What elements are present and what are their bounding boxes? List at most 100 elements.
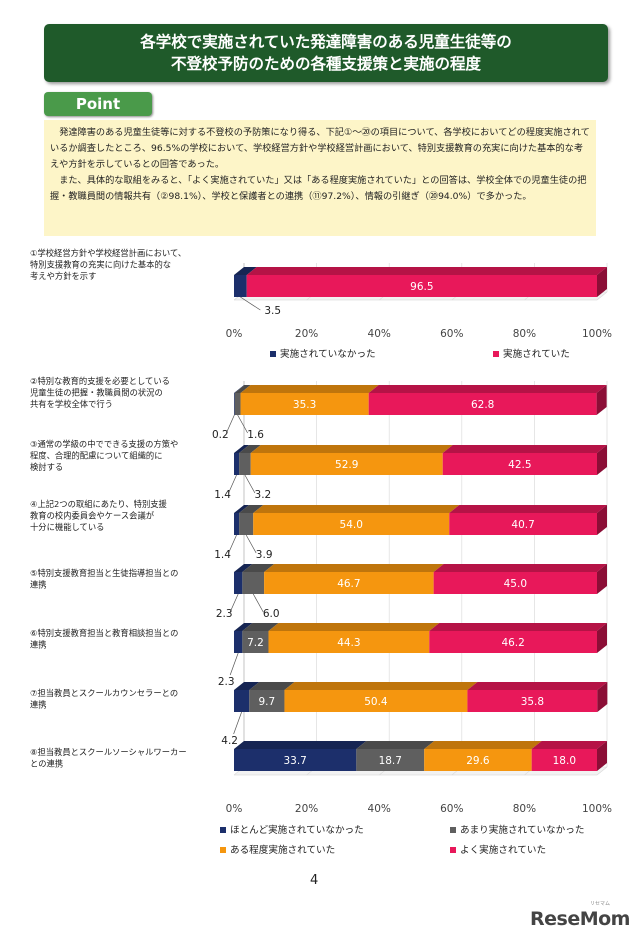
bar-segment xyxy=(264,572,434,594)
point-tab: Point xyxy=(44,92,152,116)
data-label-outside: 3.5 xyxy=(264,305,281,317)
bar-segment xyxy=(234,690,250,712)
data-label: 9.7 xyxy=(258,696,275,708)
legend-swatch xyxy=(220,847,226,853)
title-banner: 各学校で実施されていた発達障害のある児童生徒等の 不登校予防のための各種支援策と… xyxy=(44,24,608,82)
bar-segment-top xyxy=(242,564,275,572)
bar-segment-top xyxy=(284,682,478,690)
category-label: 程度、合理的配慮について組織的に xyxy=(30,451,163,461)
legend-swatch xyxy=(493,351,499,357)
data-label-outside: 3.2 xyxy=(255,489,272,501)
title-line-2: 不登校予防のための各種支援策と実施の程度 xyxy=(170,55,481,73)
category-label: 特別支援教育の充実に向けた基本的な xyxy=(30,260,171,270)
data-label: 62.8 xyxy=(471,399,494,411)
bar-side xyxy=(597,505,607,535)
bar-segment-top xyxy=(234,682,260,690)
bar-segment xyxy=(234,631,243,653)
data-label: 33.7 xyxy=(283,755,306,767)
data-label-outside: 1.4 xyxy=(214,489,231,501)
bar-segment xyxy=(433,572,597,594)
x-tick-label: 0% xyxy=(226,328,243,340)
bar-segment-top xyxy=(234,385,245,393)
data-label: 46.7 xyxy=(337,578,360,590)
legend-label: 実施されていなかった xyxy=(280,348,376,360)
bar-side xyxy=(597,267,607,297)
bar-segment-top xyxy=(429,623,607,631)
gridline-floor xyxy=(596,291,608,301)
bar-side xyxy=(597,623,607,653)
bar-segment-top xyxy=(264,564,444,572)
bar-segment-top xyxy=(234,267,257,275)
summary-paragraph-1: 発達障害のある児童生徒等に対する不登校の予防策になり得る、下記①～⑳の項目につい… xyxy=(50,127,590,170)
bar-segment xyxy=(234,275,247,297)
category-label: 連携 xyxy=(30,700,47,710)
bar-segment xyxy=(249,690,285,712)
data-label-outside: 1.6 xyxy=(247,429,264,441)
category-label: ⑦担当教員とスクールカウンセラーとの xyxy=(30,688,178,698)
legend-swatch xyxy=(450,847,456,853)
leader-line xyxy=(226,414,235,434)
data-label-outside: 0.2 xyxy=(212,429,229,441)
bar-segment-top xyxy=(467,682,608,690)
bar-segment xyxy=(234,513,240,535)
category-label: 連携 xyxy=(30,580,47,590)
resemom-logo: ReseMom xyxy=(530,908,630,930)
data-label-outside: 2.3 xyxy=(218,676,235,688)
category-label: との連携 xyxy=(30,759,63,769)
data-label-outside: 6.0 xyxy=(263,608,280,620)
legend-label: よく実施されていた xyxy=(460,844,546,856)
category-label: ①学校経営方針や学校経営計画において、 xyxy=(30,248,186,258)
bar-segment xyxy=(250,453,443,475)
leader-line xyxy=(229,593,239,613)
legend-swatch xyxy=(270,351,276,357)
x-tick-label: 40% xyxy=(368,803,391,815)
data-label-outside: 4.2 xyxy=(221,735,238,747)
x-tick-label: 40% xyxy=(368,328,391,340)
data-label: 52.9 xyxy=(335,459,358,471)
logo-subtext: リセマム xyxy=(590,901,611,907)
legend-swatch xyxy=(220,827,226,833)
bar-segment xyxy=(234,749,357,771)
bar-segment xyxy=(242,572,265,594)
legend-label: ほとんど実施されていなかった xyxy=(230,824,364,836)
summary-paragraph-2: また、具体的な取組をみると、「よく実施されていた」又は「ある程度実施されていた」… xyxy=(50,175,587,202)
x-tick-label: 60% xyxy=(440,803,463,815)
bar-side xyxy=(597,564,607,594)
category-label: 共有を学校全体で行う xyxy=(30,399,113,409)
data-label-outside: 2.3 xyxy=(216,608,233,620)
bar-segment xyxy=(242,631,269,653)
x-tick-label: 80% xyxy=(513,328,536,340)
bar-segment-top xyxy=(234,445,250,453)
data-label-outside: 3.9 xyxy=(256,549,273,561)
leader-line xyxy=(228,474,237,494)
x-tick-label: 80% xyxy=(513,803,536,815)
category-label: 児童生徒の把握・教職員間の状況の xyxy=(30,388,163,398)
bar-segment-top xyxy=(442,445,607,453)
bar-segment xyxy=(234,453,240,475)
bar-segment xyxy=(268,631,430,653)
bar-segment-top xyxy=(250,445,453,453)
leader-line xyxy=(229,652,239,676)
bar-segment-top xyxy=(240,385,379,393)
category-label: ⑥特別支援教育担当と教育相談担当との xyxy=(30,628,178,638)
data-label: 44.3 xyxy=(337,637,360,649)
bar-segment xyxy=(239,513,254,535)
page-number: 4 xyxy=(310,873,319,888)
bar-segment-top xyxy=(356,741,435,749)
leader-line xyxy=(240,296,261,311)
category-label: 考えや方針を示す xyxy=(30,271,96,281)
title-line-1: 各学校で実施されていた発達障害のある児童生徒等の xyxy=(140,33,512,51)
category-label: ⑤特別支援教育担当と生徒指導担当との xyxy=(30,568,178,578)
data-label: 40.7 xyxy=(511,519,534,531)
data-label: 54.0 xyxy=(340,519,363,531)
bar-segment xyxy=(246,275,597,297)
data-label-outside: 1.4 xyxy=(214,549,231,561)
category-label: ⑧担当教員とスクールソーシャルワーカー xyxy=(30,747,187,757)
bar-segment xyxy=(356,749,425,771)
category-label: ④上記2つの取組にあたり、特別支援 xyxy=(30,499,168,509)
legend-label: あまり実施されていなかった xyxy=(460,824,584,836)
bar-segment xyxy=(442,453,597,475)
leader-line xyxy=(252,593,264,613)
legend-label: 実施されていた xyxy=(503,348,570,360)
